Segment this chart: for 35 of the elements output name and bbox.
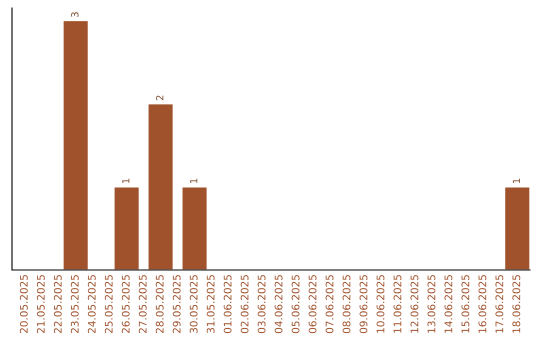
x-tick-label: 22.05.2025 (54, 275, 62, 334)
x-tick-label: 09.06.2025 (360, 275, 368, 334)
x-tick-label: 15.06.2025 (461, 275, 470, 333)
x-tick-label: 18.06.2025 (512, 275, 520, 333)
x-tick-label: 14.06.2025 (444, 275, 452, 333)
x-tick-label: 24.05.2025 (88, 275, 96, 334)
x-tick-label: 11.06.2025 (394, 275, 402, 333)
data-label: 2 (156, 96, 164, 100)
x-tick-label: 23.05.2025 (70, 275, 79, 334)
x-tick-label: 08.06.2025 (342, 275, 350, 334)
x-tick-label: 04.06.2025 (274, 275, 283, 334)
x-tick-label: 03.06.2025 (258, 275, 266, 334)
x-tick-label: 17.06.2025 (495, 275, 504, 333)
x-tick-label: 27.05.2025 (138, 275, 147, 334)
x-tick-label: 30.05.2025 (190, 275, 198, 334)
x-tick-label: 21.05.2025 (36, 275, 45, 334)
x-tick-label: 31.05.2025 (206, 275, 215, 334)
x-tick-label: 29.05.2025 (172, 275, 181, 334)
x-tick-label: 12.06.2025 (410, 275, 418, 333)
x-tick-label: 02.06.2025 (240, 275, 249, 334)
x-tick-label: 05.06.2025 (292, 275, 300, 334)
x-tick-label: 16.06.2025 (478, 275, 486, 333)
x-tick-label: 20.05.2025 (20, 275, 28, 334)
data-label: 1 (512, 178, 520, 183)
x-tick-label: 28.05.2025 (156, 275, 164, 334)
x-tick-label: 25.05.2025 (104, 275, 113, 334)
x-tick-label: 13.06.2025 (427, 275, 436, 333)
x-tick-label: 06.06.2025 (308, 275, 316, 334)
x-tick-label: 07.06.2025 (326, 275, 334, 334)
x-tick-label: 10.06.2025 (376, 275, 384, 333)
data-label: 3 (71, 12, 79, 17)
x-tick-label: 26.05.2025 (122, 275, 130, 334)
data-label: 1 (122, 178, 130, 183)
x-tick-label: 01.06.2025 (224, 275, 232, 334)
data-label: 1 (190, 178, 198, 183)
